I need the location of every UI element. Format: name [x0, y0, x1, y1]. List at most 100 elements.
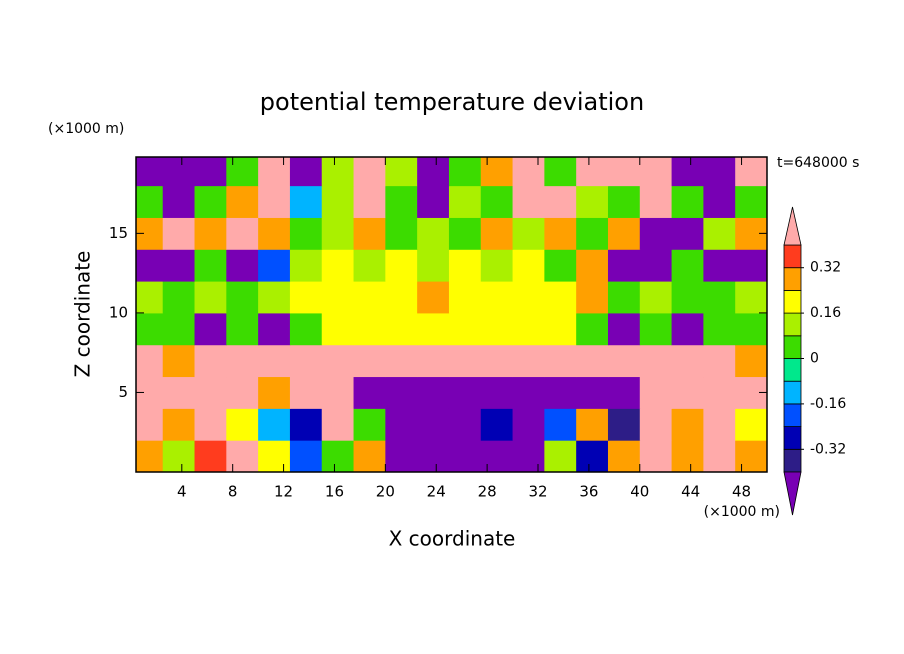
field-cell	[385, 281, 418, 314]
field-cell	[703, 217, 736, 250]
field-cell	[576, 157, 609, 187]
field-cell	[136, 185, 164, 218]
field-cell	[321, 281, 355, 314]
field-cell	[385, 376, 418, 409]
x-tick-label: 36	[579, 483, 598, 501]
field-cell	[289, 376, 323, 409]
x-tick-label: 24	[427, 483, 446, 501]
colorbar-tick-label: 0	[810, 351, 819, 367]
field-cell	[735, 185, 767, 218]
y-units: (×1000 m)	[48, 121, 124, 137]
field-cell	[639, 249, 673, 282]
field-cell	[480, 408, 514, 441]
field-cell	[353, 408, 386, 441]
field-cell	[194, 376, 227, 409]
colorbar-tick-label: 0.32	[810, 260, 841, 276]
field-cell	[448, 157, 482, 187]
field-cell	[385, 440, 418, 472]
field-cell	[289, 440, 323, 472]
field-cell	[671, 344, 704, 378]
field-cell	[671, 185, 704, 218]
field-cell	[544, 312, 577, 346]
field-cell	[289, 157, 323, 187]
field-cell	[289, 312, 323, 346]
field-cell	[226, 440, 259, 472]
y-axis-label: Z coordinate	[71, 251, 95, 378]
field-cell	[607, 440, 641, 472]
colorbar-tick-label: 0.16	[810, 305, 841, 321]
field-cell	[607, 281, 641, 314]
field-cell	[226, 312, 259, 346]
field-cell	[607, 185, 641, 218]
field-cell	[226, 408, 259, 441]
field-cell	[544, 344, 577, 378]
field-cell	[353, 312, 386, 346]
colorbar-box	[783, 403, 802, 427]
field-cell	[136, 408, 164, 441]
field-cell	[448, 281, 482, 314]
x-units: (×1000 m)	[704, 504, 780, 520]
field-cell	[385, 344, 418, 378]
field-cell	[671, 440, 704, 472]
field-cell	[544, 408, 577, 441]
colorbar-under	[783, 471, 802, 516]
field-cell	[735, 157, 767, 187]
field-cell	[417, 344, 450, 378]
field-cell	[258, 440, 291, 472]
field-cell	[607, 312, 641, 346]
field-cell	[703, 408, 736, 441]
colorbar-box	[783, 358, 802, 382]
y-tick-label: 10	[109, 303, 128, 321]
field-cell	[607, 217, 641, 250]
field-cell	[321, 408, 355, 441]
field-cell	[735, 312, 767, 346]
field-cell	[353, 217, 386, 250]
x-tick-label: 20	[376, 483, 395, 501]
field-cell	[289, 217, 323, 250]
field-cell	[639, 217, 673, 250]
y-tick-label: 15	[109, 224, 128, 242]
field-cell	[226, 157, 259, 187]
field-cell	[321, 217, 355, 250]
field-cell	[353, 440, 386, 472]
field-cell	[448, 376, 482, 409]
field-cell	[480, 440, 514, 472]
field-cell	[289, 344, 323, 378]
x-axis-label: X coordinate	[389, 527, 516, 551]
field-cell	[703, 376, 736, 409]
field-cell	[226, 281, 259, 314]
field-cell	[480, 376, 514, 409]
field-cell	[194, 185, 227, 218]
field-cell	[480, 281, 514, 314]
x-tick-label: 28	[478, 483, 497, 501]
field-cell	[576, 281, 609, 314]
field-cell	[162, 281, 196, 314]
field-cell	[639, 376, 673, 409]
field-cell	[512, 408, 545, 441]
field-cell	[162, 185, 196, 218]
field-cell	[544, 440, 577, 472]
field-cell	[194, 312, 227, 346]
field-cell	[353, 376, 386, 409]
x-tick-label: 12	[274, 483, 293, 501]
field-cell	[226, 376, 259, 409]
field-cell	[226, 249, 259, 282]
field-cell	[544, 249, 577, 282]
field-cell	[480, 185, 514, 218]
field-cell	[417, 157, 450, 187]
field-cell	[544, 217, 577, 250]
field-cell	[258, 344, 291, 378]
x-tick-label: 48	[732, 483, 751, 501]
field-cell	[353, 344, 386, 378]
colorbar-box	[783, 289, 802, 314]
field-cell	[607, 344, 641, 378]
field-cell	[576, 249, 609, 282]
field-cell	[289, 249, 323, 282]
field-cell	[671, 157, 704, 187]
field-cell	[607, 249, 641, 282]
field-cell	[544, 281, 577, 314]
field-cell	[512, 440, 545, 472]
field-cell	[607, 408, 641, 441]
field-cell	[162, 312, 196, 346]
field-cell	[258, 376, 291, 409]
